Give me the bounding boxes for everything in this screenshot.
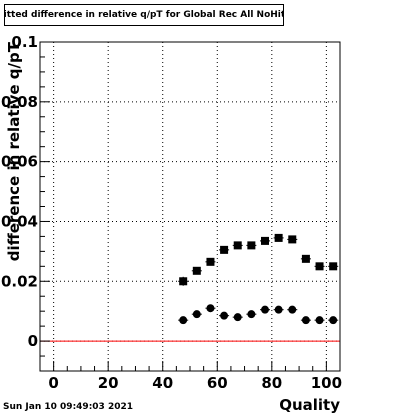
circle-marker (179, 316, 188, 325)
square-marker (301, 254, 310, 263)
square-marker (329, 262, 338, 271)
circle-marker (220, 311, 229, 320)
circle-marker (206, 304, 215, 313)
square-marker (247, 241, 256, 250)
circle-marker (261, 305, 269, 314)
circle-marker (192, 310, 201, 319)
circle-marker (247, 310, 256, 319)
square-marker (315, 262, 324, 271)
square-marker (206, 257, 215, 266)
x-tick-label: 0 (48, 374, 58, 392)
x-tick-label: 80 (261, 374, 282, 392)
x-axis-title: Quality (279, 396, 340, 414)
data-points (178, 233, 339, 325)
y-axis-title: difference in relative q/pT (5, 41, 23, 261)
square-marker (179, 277, 188, 286)
circle-marker (301, 316, 310, 325)
plot-frame (39, 41, 341, 372)
x-tick-label: 60 (207, 374, 228, 392)
x-tick-label: 20 (98, 374, 119, 392)
circle-marker (274, 305, 283, 314)
circle-marker (288, 305, 297, 314)
y-tick-label: 0.1 (11, 33, 38, 51)
timestamp-footer: Sun Jan 10 09:49:03 2021 (3, 402, 133, 412)
plot-border (39, 41, 341, 372)
chart-title: Fitted difference in relative q/pT for G… (4, 4, 284, 26)
x-tick-label: 100 (311, 374, 342, 392)
circle-marker (329, 316, 338, 325)
y-tick-label: 0.02 (1, 272, 38, 290)
y-tick-label: 0 (28, 332, 38, 350)
y-tick-label: 0.04 (1, 212, 38, 230)
axis-ticks (39, 41, 341, 372)
grid-lines (40, 41, 340, 371)
y-tick-label: 0.08 (1, 93, 38, 111)
square-marker (192, 266, 201, 275)
square-marker (288, 235, 297, 244)
square-marker (274, 233, 283, 242)
y-tick-label: 0.06 (1, 153, 38, 171)
square-marker (233, 241, 242, 250)
circle-marker (315, 316, 324, 325)
tick-labels: 0 20 40 60 80 100 0 0.02 0.04 0.06 0.08 0.1 (1, 33, 342, 392)
square-marker (261, 236, 269, 245)
square-marker (220, 245, 229, 254)
circle-marker (233, 313, 242, 322)
x-tick-label: 40 (152, 374, 173, 392)
